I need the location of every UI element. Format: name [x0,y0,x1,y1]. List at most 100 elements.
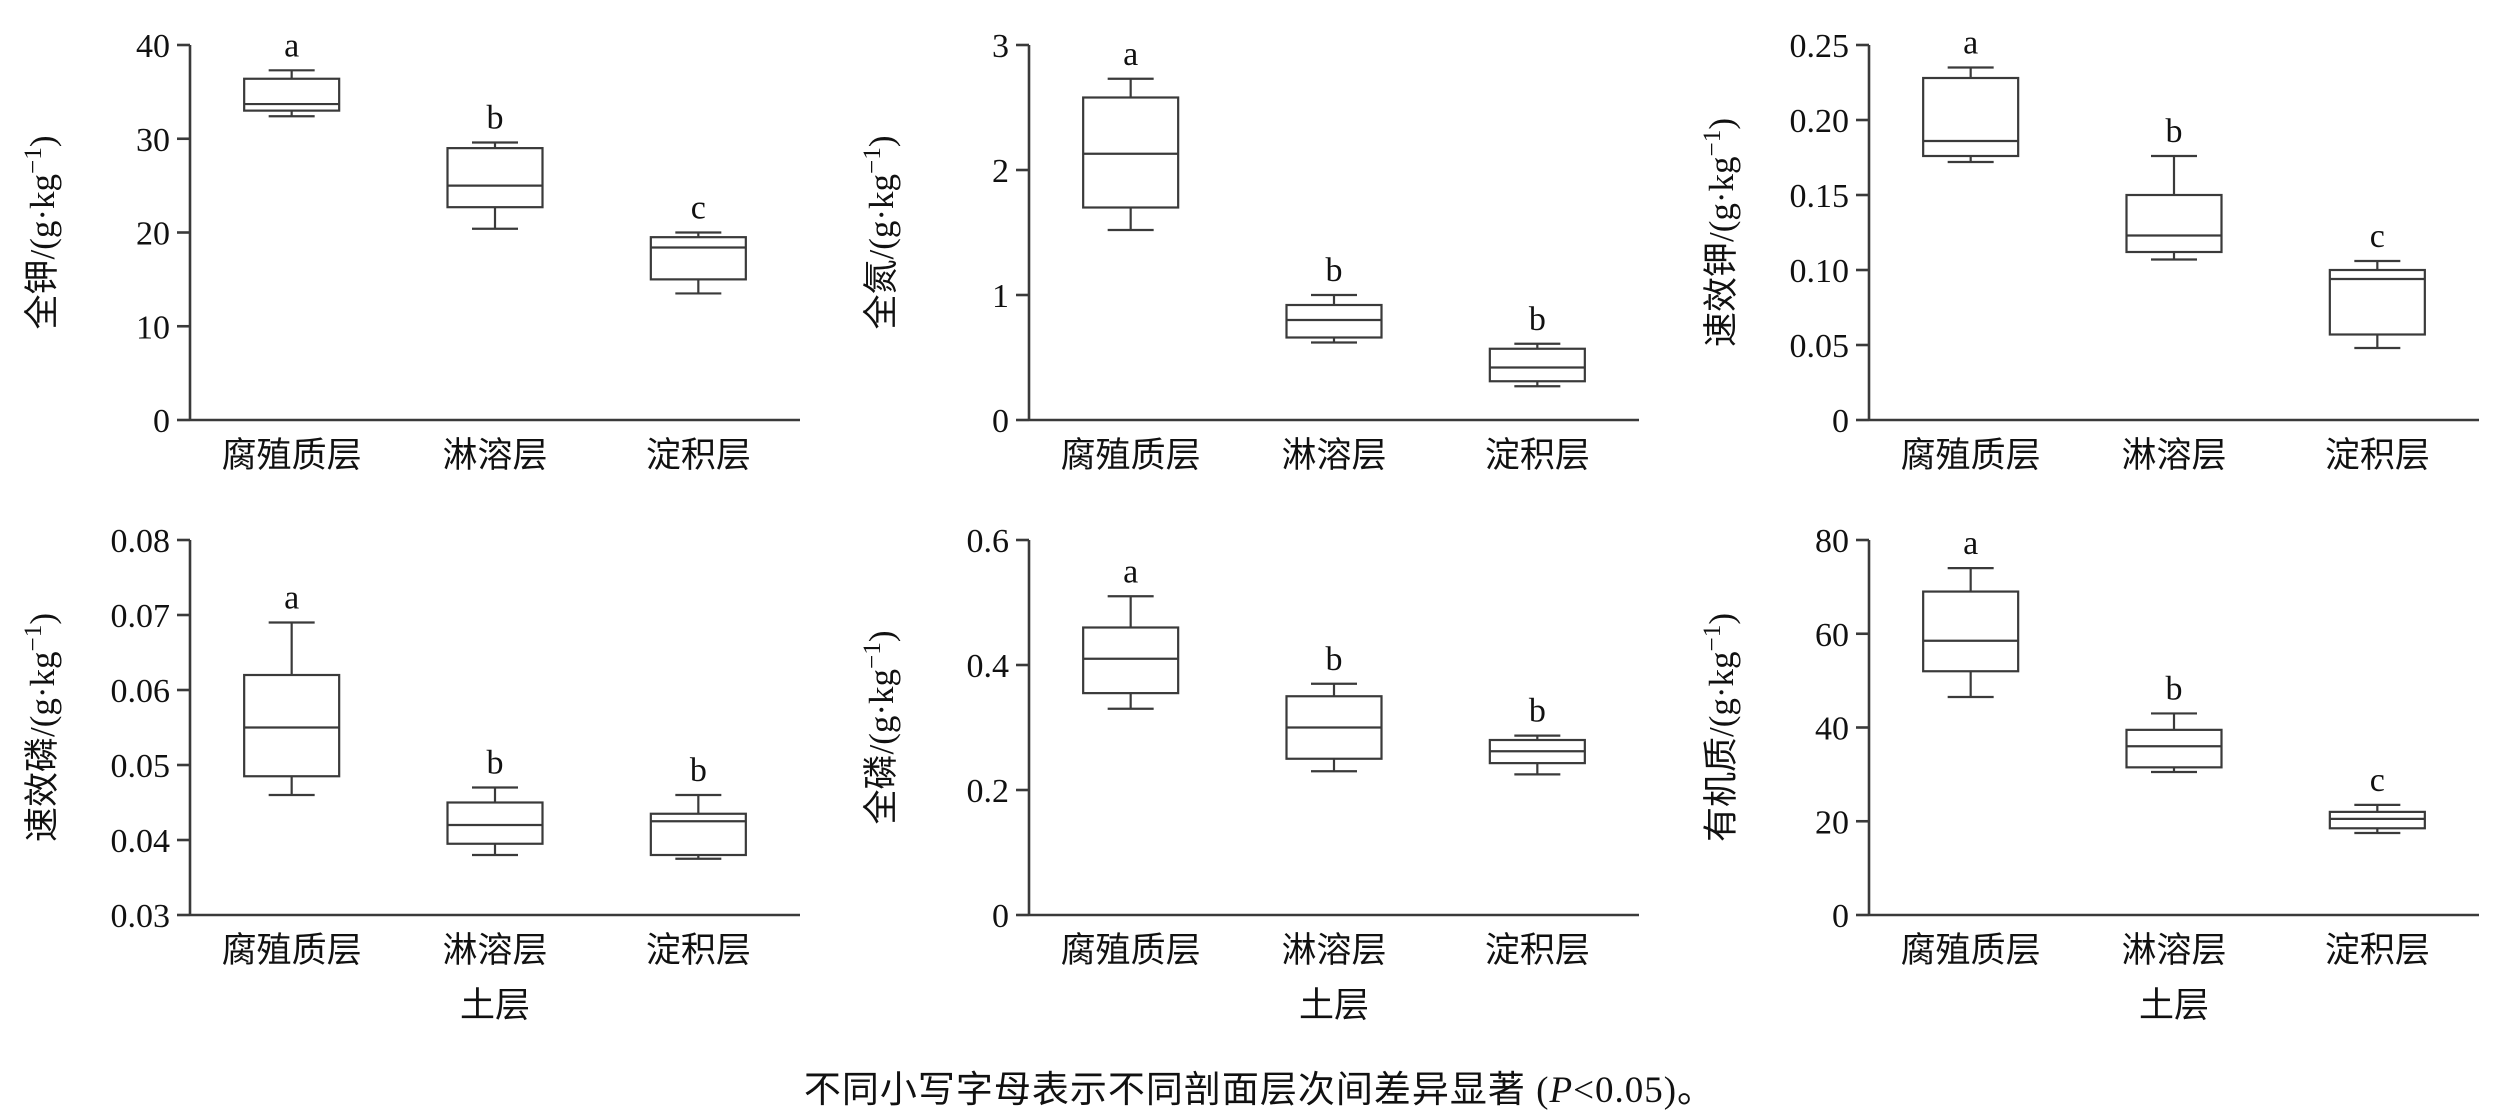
box [649,812,747,857]
significance-letter: a [1124,553,1139,590]
boxplot-total-nitrogen: 0 1 2 3 全氮/(g·kg−1) a 腐殖质层 b 淋溶层 b 淀积层 [840,0,1680,495]
y-tick-label: 0.04 [110,823,170,860]
category-label: 淀积层 [1485,931,1590,970]
y-axis-label: 速效磷/(g·kg−1) [20,613,62,842]
significance-letter: a [284,580,299,617]
boxplot-total-phosphorus: 0 0.2 0.4 0.6 全磷/(g·kg−1) a 腐殖质层 b 淋溶层 b 淀积层 土层 [840,495,1680,1055]
significance-letter: b [486,745,503,782]
chart-canvas: 0 10 20 30 40 全钾/(g·kg−1) a 腐殖质层 b 淋溶层 c 淀积层 [20,27,800,475]
significance-letter: a [1963,525,1978,562]
box [242,673,341,778]
box [446,147,544,209]
figure-caption: 不同小写字母表示不同剖面层次间差异显著 (P<0.05)。 [0,1055,2519,1113]
box [2125,728,2223,769]
category-label: 腐殖质层 [1901,931,2041,970]
y-tick-label: 0 [1832,898,1849,935]
y-tick-label: 0.25 [1790,28,1850,65]
significance-letter: a [1124,36,1139,73]
y-tick-label: 0 [1832,403,1849,440]
significance-letter: b [1326,252,1343,289]
y-tick-label: 20 [136,216,170,253]
y-tick-label: 2 [992,153,1009,190]
significance-letter: a [284,27,299,64]
significance-letter: b [1529,693,1546,730]
y-tick-label: 0.05 [110,748,170,785]
significance-letter: c [2370,762,2385,799]
box [649,236,747,281]
y-tick-label: 60 [1815,617,1849,654]
boxplot-available-potassium: 0 0.05 0.10 0.15 0.20 0.25 速效钾/(g·kg−1) a 腐殖质层 b 淋… [1679,0,2519,495]
category-label: 淋溶层 [2122,931,2227,970]
significance-letter: b [486,100,503,137]
significance-letter: a [1963,25,1978,62]
category-label: 腐殖质层 [221,436,361,475]
chart-canvas: 0 1 2 3 全氮/(g·kg−1) a 腐殖质层 b 淋溶层 b 淀积层 [859,28,1640,475]
significance-letter: b [2166,670,2183,707]
box [2328,268,2427,336]
significance-letter: b [2166,113,2183,150]
x-axis-label: 土层 [2139,986,2209,1025]
significance-letter: b [690,752,707,789]
category-label: 腐殖质层 [1061,931,1201,970]
y-axis-label: 速效钾/(g·kg−1) [1699,118,1741,347]
y-tick-label: 0.07 [110,598,170,635]
y-tick-label: 0.05 [1790,328,1850,365]
charts-grid: 0 10 20 30 40 全钾/(g·kg−1) a 腐殖质层 b 淋溶层 c 淀积层 0 1 2 3 全氮… [0,0,2519,1055]
category-label: 淀积层 [1485,436,1590,475]
y-tick-label: 10 [136,309,170,346]
box [1082,96,1180,209]
chart-canvas: 0.03 0.04 0.05 0.06 0.07 0.08 速效磷/(g·kg−1) a 腐殖质… [20,523,800,1025]
category-label: 淀积层 [646,436,751,475]
significance-letter: b [1326,641,1343,678]
y-axis-label: 全氮/(g·kg−1) [859,135,901,329]
category-label: 淋溶层 [1282,931,1387,970]
significance-letter: c [691,190,706,227]
significance-letter: b [1529,301,1546,338]
box [446,801,544,845]
category-label: 淀积层 [2325,436,2430,475]
y-tick-label: 80 [1815,523,1849,560]
y-tick-label: 40 [136,28,170,65]
y-tick-label: 0.03 [110,898,170,935]
y-tick-label: 20 [1815,804,1849,841]
box [1489,347,1587,383]
y-tick-label: 0 [992,403,1009,440]
y-tick-label: 40 [1815,711,1849,748]
box [242,77,341,112]
x-axis-label: 土层 [1299,986,1369,1025]
y-tick-label: 3 [992,28,1009,65]
y-axis-label: 有机质/(g·kg−1) [1699,613,1741,842]
category-label: 淋溶层 [1282,436,1387,475]
caption-text-post: <0.05)。 [1573,1070,1716,1111]
y-axis-label: 全磷/(g·kg−1) [859,630,901,824]
boxplot-available-phosphorus: 0.03 0.04 0.05 0.06 0.07 0.08 速效磷/(g·kg−1) a 腐殖质… [0,495,840,1055]
y-tick-label: 0.15 [1790,178,1850,215]
category-label: 腐殖质层 [221,931,361,970]
category-label: 腐殖质层 [1901,436,2041,475]
box [2125,193,2223,254]
category-label: 淀积层 [646,931,751,970]
y-tick-label: 0.10 [1790,253,1850,290]
box [1922,590,2020,673]
category-label: 淋溶层 [2122,436,2227,475]
y-tick-label: 0.4 [967,648,1010,685]
significance-letter: c [2370,218,2385,255]
y-tick-label: 0.06 [110,673,170,710]
y-tick-label: 0.6 [967,523,1010,560]
boxplot-organic-matter: 0 20 40 60 80 有机质/(g·kg−1) a 腐殖质层 b 淋溶层 c 淀积层土层 [1679,495,2519,1055]
box [1285,303,1384,339]
box [2328,810,2427,830]
box [1922,76,2020,158]
category-label: 腐殖质层 [1061,436,1201,475]
y-axis-label: 全钾/(g·kg−1) [20,135,62,329]
x-axis-label: 土层 [460,986,530,1025]
y-tick-label: 1 [992,278,1009,315]
boxplot-total-potassium: 0 10 20 30 40 全钾/(g·kg−1) a 腐殖质层 b 淋溶层 c 淀积层 [0,0,840,495]
y-tick-label: 0 [153,403,170,440]
caption-p-symbol: P [1549,1070,1574,1111]
box [1082,626,1180,695]
y-tick-label: 0 [992,898,1009,935]
caption-text-pre: 不同小写字母表示不同剖面层次间差异显著 ( [803,1070,1550,1111]
category-label: 淀积层 [2325,931,2430,970]
